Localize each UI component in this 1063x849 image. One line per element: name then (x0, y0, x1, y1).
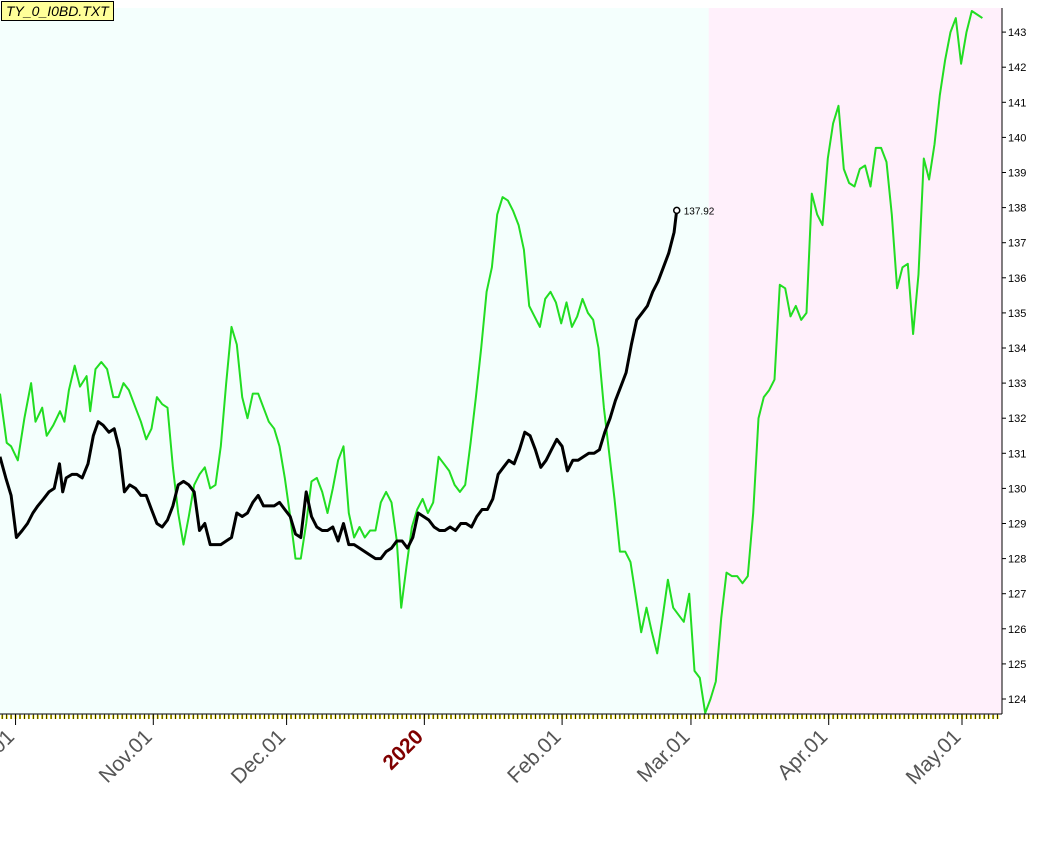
x-month-label: Feb.01 (503, 725, 566, 788)
x-month-label: Dec.01 (227, 725, 290, 788)
y-tick-label: 128 (1008, 554, 1026, 566)
y-tick-label: 132 (1008, 413, 1026, 425)
y-tick-label: 136 (1008, 273, 1026, 285)
y-axis-ticks: 124 125 126 127 128 129 130 131 132 133 134 135 136 1… (1002, 27, 1026, 706)
y-tick-label: 138 (1008, 203, 1026, 215)
primary-series-line (0, 210, 679, 561)
chart-title: TY_0_I0BD.TXT (1, 1, 114, 21)
y-tick-label: 135 (1008, 308, 1026, 320)
series-layer: 137.92 (0, 10, 983, 714)
last-value-label: 137.92 (684, 206, 715, 217)
y-tick-label: 139 (1008, 168, 1026, 180)
y-tick-label: 130 (1008, 483, 1026, 495)
x-month-label: Nov.01 (95, 725, 157, 787)
last-value-marker (672, 206, 681, 215)
y-tick-label: 137 (1008, 238, 1026, 250)
y-tick-label: 133 (1008, 378, 1026, 390)
y-tick-label: 127 (1008, 589, 1026, 601)
y-tick-label: 134 (1008, 343, 1026, 355)
y-tick-label: 129 (1008, 519, 1026, 531)
x-month-label: Oct.01 (0, 725, 19, 785)
y-tick-label: 131 (1008, 448, 1026, 460)
y-tick-label: 140 (1008, 132, 1026, 144)
y-tick-label: 126 (1008, 624, 1026, 636)
comparison-series-line (0, 10, 983, 714)
x-axis-ticks: Oct.01 Nov.01 Dec.01 2020 Feb.01 Mar.01 Apr.01… (0, 714, 999, 789)
y-tick-label: 143 (1008, 27, 1026, 39)
y-tick-label: 125 (1008, 659, 1026, 671)
x-month-label: Apr.01 (773, 725, 832, 784)
y-tick-label: 124 (1008, 694, 1026, 706)
x-year-label: 2020 (379, 725, 428, 774)
x-month-label: Mar.01 (633, 725, 695, 787)
x-month-label: May.01 (902, 725, 966, 789)
y-tick-label: 141 (1008, 97, 1026, 109)
projection-background (708, 8, 1002, 714)
y-tick-label: 142 (1008, 62, 1026, 74)
